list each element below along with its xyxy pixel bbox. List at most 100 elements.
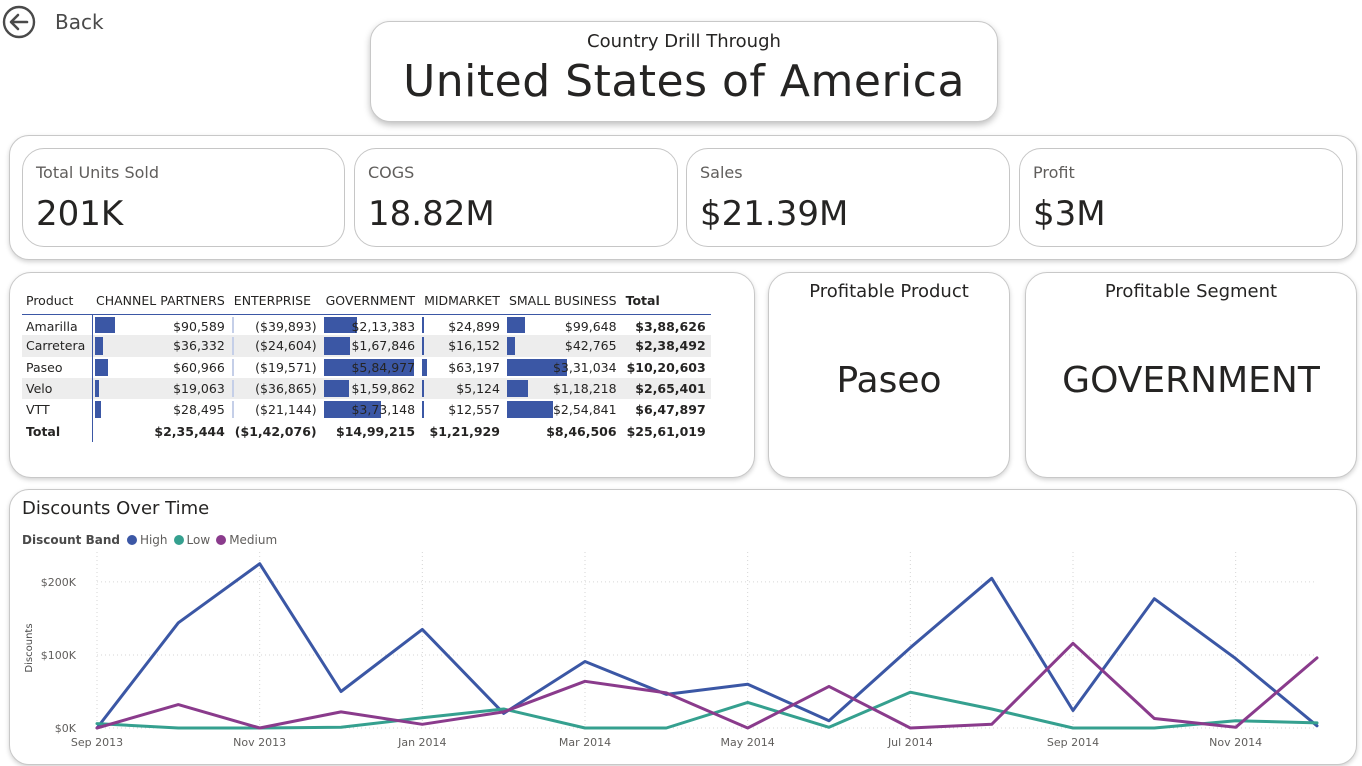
data-point-low[interactable] xyxy=(1071,726,1075,730)
x-tick-label: Nov 2013 xyxy=(233,736,286,749)
data-point-medium[interactable] xyxy=(502,710,506,714)
data-point-medium[interactable] xyxy=(420,722,424,726)
data-point-high[interactable] xyxy=(746,682,750,686)
data-point-medium[interactable] xyxy=(1071,641,1075,645)
data-point-low[interactable] xyxy=(664,726,668,730)
matrix-row[interactable]: VTT $28,495 ($21,144) $3,73,148 $12,557 $2,54… xyxy=(22,399,711,421)
matrix-cell-value: $3,73,148 xyxy=(351,402,416,418)
matrix-cell-value: $99,648 xyxy=(564,318,617,334)
data-point-low[interactable] xyxy=(95,722,99,726)
data-point-medium[interactable] xyxy=(176,703,180,707)
matrix-product-label: Velo xyxy=(22,377,93,400)
data-point-medium[interactable] xyxy=(1315,656,1319,660)
data-point-low[interactable] xyxy=(827,725,831,729)
matrix-cell-value: ($21,144) xyxy=(255,402,317,418)
column-header-product[interactable]: Product xyxy=(22,287,92,315)
data-point-medium[interactable] xyxy=(583,679,587,683)
column-header-midmarket[interactable]: MIDMARKET xyxy=(420,287,505,315)
matrix-cell-midmarket: $24,899 xyxy=(420,314,505,335)
column-header-total[interactable]: Total xyxy=(621,287,711,315)
matrix-row[interactable]: Carretera $36,332 ($24,604) $1,67,846 $16,15… xyxy=(22,335,711,357)
data-point-low[interactable] xyxy=(1234,719,1238,723)
matrix-total-label: Total xyxy=(22,420,93,442)
matrix-cell-channel-partners: $19,063 xyxy=(92,377,230,400)
data-point-low[interactable] xyxy=(176,726,180,730)
profitable-product-value: Paseo xyxy=(836,360,942,401)
data-bar xyxy=(94,401,101,419)
data-point-high[interactable] xyxy=(990,576,994,580)
data-point-high[interactable] xyxy=(1234,657,1238,661)
matrix-cell-midmarket: $5,124 xyxy=(420,377,505,400)
data-point-low[interactable] xyxy=(420,716,424,720)
matrix-cell-value: $1,67,846 xyxy=(351,338,416,354)
column-header-small-business[interactable]: SMALL BUSINESS xyxy=(504,287,622,315)
data-point-medium[interactable] xyxy=(258,726,262,730)
data-bar xyxy=(506,379,528,398)
data-point-high[interactable] xyxy=(908,646,912,650)
data-bar xyxy=(506,358,567,376)
data-point-low[interactable] xyxy=(339,725,343,729)
matrix-cell-value: ($19,571) xyxy=(255,359,317,375)
data-point-high[interactable] xyxy=(583,660,587,664)
legend-item-high[interactable]: High xyxy=(126,533,168,547)
data-point-high[interactable] xyxy=(1152,597,1156,601)
data-point-low[interactable] xyxy=(1315,721,1319,725)
profitable-segment-title: Profitable Segment xyxy=(1104,281,1278,302)
data-point-medium[interactable] xyxy=(1234,725,1238,729)
data-point-medium[interactable] xyxy=(827,684,831,688)
matrix-grand-total: $25,61,019 xyxy=(626,423,706,439)
data-point-medium[interactable] xyxy=(339,710,343,714)
kpi-card-sales: Sales $21.39M xyxy=(686,148,1010,247)
back-arrow-icon xyxy=(2,5,36,39)
matrix-product-label: Amarilla xyxy=(22,314,93,336)
data-point-high[interactable] xyxy=(258,562,262,566)
matrix-cell-value: $28,495 xyxy=(173,402,225,418)
data-bar xyxy=(422,337,425,355)
matrix-row[interactable]: Amarilla $90,589 ($39,893) $2,13,383 $24,899… xyxy=(22,314,711,336)
data-point-medium[interactable] xyxy=(746,726,750,730)
data-point-medium[interactable] xyxy=(664,691,668,695)
data-point-high[interactable] xyxy=(176,621,180,625)
column-header-enterprise[interactable]: ENTERPRISE xyxy=(229,287,322,315)
data-point-low[interactable] xyxy=(746,700,750,704)
data-point-medium[interactable] xyxy=(95,726,99,730)
matrix-cell-value: $5,84,977 xyxy=(351,359,416,375)
data-point-low[interactable] xyxy=(990,707,994,711)
back-button[interactable]: Back xyxy=(2,4,104,40)
matrix-row[interactable]: Paseo $60,966 ($19,571) $5,84,977 $63,197 $3,… xyxy=(22,356,711,378)
matrix-cell-small-business: $3,31,034 xyxy=(505,357,622,378)
data-point-low[interactable] xyxy=(583,726,587,730)
data-point-high[interactable] xyxy=(1071,708,1075,712)
data-bar xyxy=(422,401,425,419)
profitable-product-title: Profitable Product xyxy=(809,281,969,302)
data-point-low[interactable] xyxy=(1152,726,1156,730)
matrix-row[interactable]: Velo $19,063 ($36,865) $1,59,862 $5,124 $1,18… xyxy=(22,377,711,400)
kpi-card-profit: Profit $3M xyxy=(1019,148,1343,247)
column-header-channel-partners[interactable]: CHANNEL PARTNERS xyxy=(92,287,230,315)
data-point-medium[interactable] xyxy=(990,722,994,726)
matrix-row-total: $2,38,492 xyxy=(621,335,711,357)
legend-item-medium[interactable]: Medium xyxy=(216,533,277,547)
legend-dot-low xyxy=(173,535,184,545)
series-line-high[interactable] xyxy=(95,562,1319,730)
profit-matrix[interactable]: Product CHANNEL PARTNERS ENTERPRISE GOVE… xyxy=(22,287,711,442)
series-line-low[interactable] xyxy=(95,690,1319,730)
series-line-medium[interactable] xyxy=(95,641,1319,730)
data-point-low[interactable] xyxy=(908,690,912,694)
column-header-government[interactable]: GOVERNMENT xyxy=(321,287,421,315)
matrix-row-total: $10,20,603 xyxy=(626,359,706,375)
data-point-medium[interactable] xyxy=(1152,717,1156,721)
data-point-high[interactable] xyxy=(827,719,831,723)
data-point-medium[interactable] xyxy=(908,726,912,730)
matrix-cell-value: $19,063 xyxy=(173,381,225,397)
data-point-high[interactable] xyxy=(420,627,424,631)
discounts-line-chart[interactable]: $0K $100K $200K Sep 2013 Nov 2013 Jan 2014 Mar… xyxy=(10,490,1356,764)
matrix-cell-small-business: $1,18,218 xyxy=(504,377,622,400)
y-tick-label: $100K xyxy=(41,649,77,662)
legend-label-high: High xyxy=(139,533,168,547)
kpi-value: 18.82M xyxy=(368,194,495,234)
data-bar xyxy=(323,316,357,334)
matrix-cell-value: $90,589 xyxy=(173,318,225,334)
data-point-high[interactable] xyxy=(339,689,343,693)
legend-item-low[interactable]: Low xyxy=(173,533,210,547)
